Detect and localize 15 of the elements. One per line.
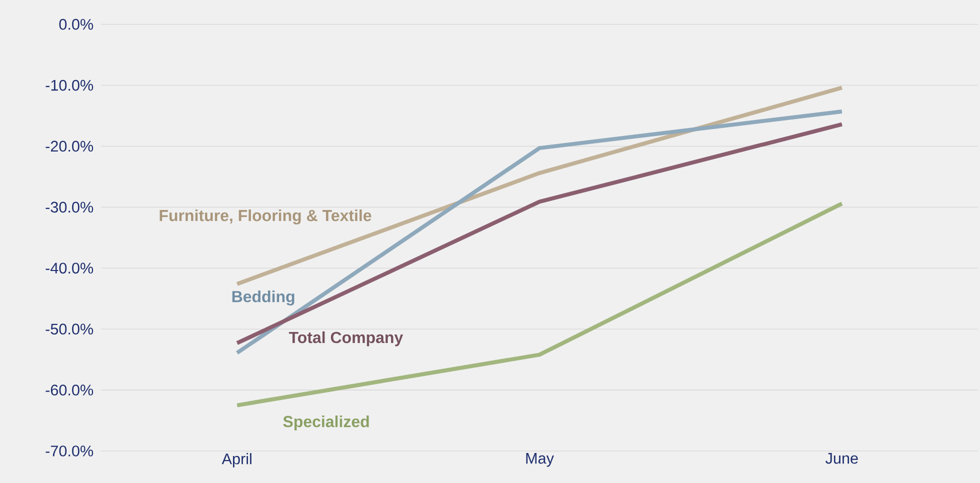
y-tick-label: -40.0% bbox=[46, 262, 94, 274]
y-tick-label: -60.0% bbox=[46, 384, 94, 396]
x-tick-label: May bbox=[526, 453, 554, 467]
series-label: Specialized bbox=[283, 416, 369, 430]
y-tick-label: -70.0% bbox=[46, 446, 94, 456]
x-tick-label: April bbox=[222, 453, 252, 468]
y-tick-label: -50.0% bbox=[46, 324, 94, 335]
series-label: Total Company bbox=[288, 331, 404, 346]
y-tick-label: -30.0% bbox=[46, 202, 94, 213]
y-tick-label: -10.0% bbox=[46, 80, 94, 91]
x-tick-label: June bbox=[826, 453, 858, 464]
y-tick-label: 0.0% bbox=[59, 18, 94, 30]
series-label: Bedding bbox=[232, 290, 294, 306]
series-label: Furniture, Flooring & Textile bbox=[160, 209, 372, 224]
y-tick-label: -20.0% bbox=[46, 140, 94, 152]
